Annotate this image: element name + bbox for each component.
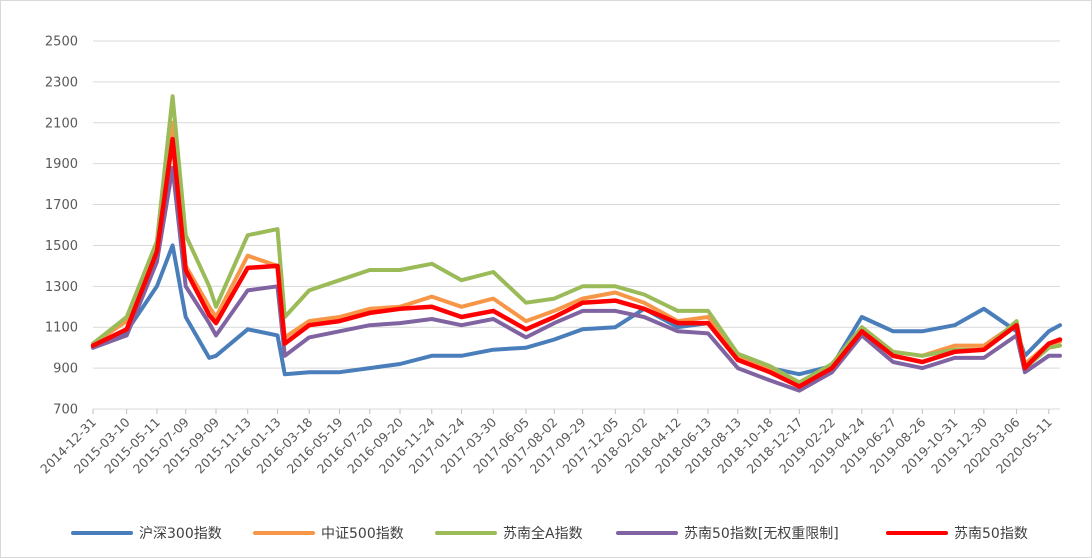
y-tick-label: 2300 [45,75,78,90]
y-tick-label: 1500 [45,239,78,254]
y-tick-label: 1700 [45,198,78,213]
y-tick-label: 1300 [45,280,78,295]
x-axis: 2014-12-312015-03-102015-05-112015-07-09… [37,409,1055,476]
legend-label: 苏南全A指数 [503,525,583,542]
series-line-1 [91,243,1062,377]
series-line-4 [91,165,1062,393]
legend-label: 中证500指数 [321,526,404,542]
y-axis: 700 900 1100 1300 1500 1700 1900 2100 2300 2500 [45,35,78,418]
series-lines [90,94,1063,393]
legend-label: 沪深300指数 [139,526,222,542]
y-tick-label: 900 [53,362,78,377]
y-tick-label: 1900 [45,157,78,172]
y-tick-label: 2500 [45,35,78,50]
series-line-3 [91,94,1062,385]
y-tick-label: 2100 [45,116,78,131]
series-line-5 [90,136,1063,389]
legend: 沪深300指数 中证500指数 苏南全A指数 苏南50指数[无权重限制] 苏南50指数 [71,525,1028,542]
legend-label: 苏南50指数 [954,526,1028,542]
y-tick-label: 1100 [45,321,78,336]
legend-label: 苏南50指数[无权重限制] [684,526,839,542]
gridlines [93,40,1060,410]
y-tick-label: 700 [53,403,78,418]
